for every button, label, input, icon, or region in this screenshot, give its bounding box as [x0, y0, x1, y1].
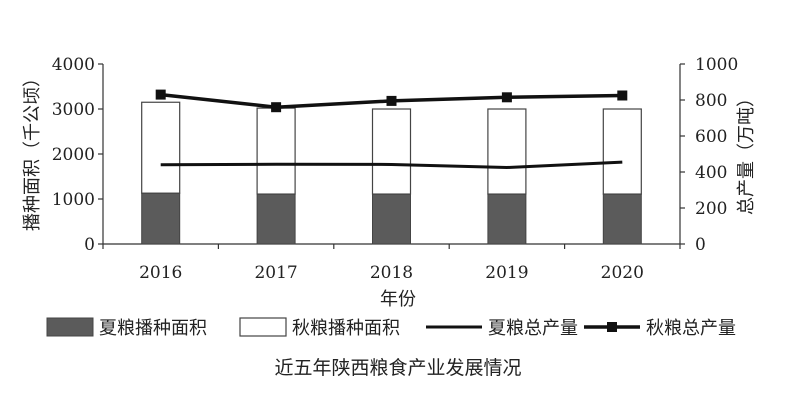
bar-summer-area — [602, 193, 642, 245]
bar-autumn-area — [602, 108, 642, 195]
legend-label: 夏粮播种面积 — [99, 318, 207, 339]
marker-autumn-output — [271, 102, 282, 113]
line-summer-output — [160, 160, 623, 170]
lines — [155, 89, 628, 170]
y-tick-label-left: 0 — [84, 235, 95, 255]
y-tick-label-left: 4000 — [52, 55, 95, 75]
bars — [141, 101, 642, 245]
ticks: 0 1000 2000 3000 4000 0 200 400 600 800 1000 2016 20… — [52, 55, 739, 283]
x-tick-label: 2020 — [601, 263, 644, 283]
bar-summer-area — [487, 193, 527, 245]
chart-caption: 近五年陕西粮食产业发展情况 — [274, 357, 521, 379]
legend-label: 秋粮总产量 — [646, 318, 736, 339]
bar-autumn-area — [371, 108, 412, 195]
marker-autumn-output — [155, 89, 166, 100]
legend-label: 夏粮总产量 — [488, 318, 578, 339]
bar-summer-area — [141, 192, 181, 245]
x-tick-label: 2018 — [370, 263, 413, 283]
x-tick-label: 2019 — [485, 263, 528, 283]
y-axis-label-left: 播种面积（千公顷） — [22, 69, 43, 231]
bar-summer-area — [256, 193, 296, 245]
legend: 夏粮播种面积 秋粮播种面积 夏粮总产量 秋粮总产量 — [46, 317, 736, 339]
bar-autumn-area — [487, 108, 527, 195]
y-tick-label-right: 600 — [695, 127, 727, 147]
y-tick-label-right: 0 — [695, 235, 706, 255]
y-tick-label-left: 3000 — [52, 100, 95, 120]
y-tick-label-right: 1000 — [695, 55, 738, 75]
y-tick-label-right: 400 — [695, 163, 727, 183]
marker-autumn-output — [501, 92, 512, 103]
x-tick-label: 2016 — [139, 263, 182, 283]
bar-autumn-area — [141, 101, 181, 194]
legend-label: 秋粮播种面积 — [292, 318, 400, 339]
marker-autumn-output — [386, 95, 397, 106]
legend-swatch-summer-area — [46, 317, 94, 337]
legend-swatch-autumn-area — [239, 317, 287, 337]
bar-autumn-area — [256, 107, 296, 195]
x-tick-label: 2017 — [254, 263, 297, 283]
y-tick-label-right: 200 — [695, 199, 727, 219]
y-tick-label-right: 800 — [695, 91, 727, 111]
y-tick-label-left: 1000 — [52, 190, 95, 210]
bar-summer-area — [372, 193, 411, 245]
legend-swatch-autumn-marker — [607, 322, 617, 332]
x-axis-label: 年份 — [380, 289, 416, 310]
marker-autumn-output — [617, 90, 628, 101]
y-tick-label-left: 2000 — [52, 145, 95, 165]
y-axis-label-right: 总产量（万吨） — [736, 89, 757, 215]
